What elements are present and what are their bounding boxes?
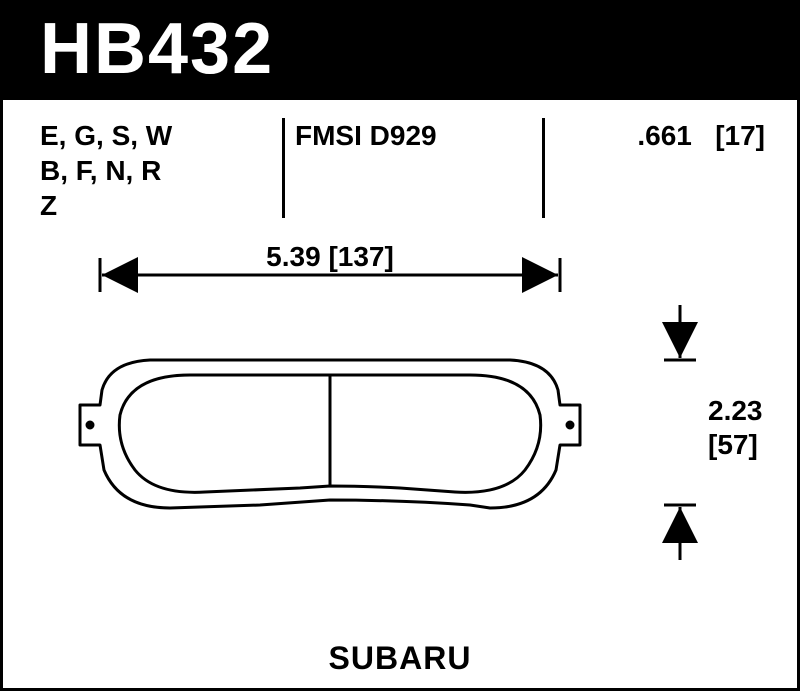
thickness-spec: .661 [17] bbox=[565, 118, 765, 153]
spec-row: E, G, S, W B, F, N, R Z FMSI D929 .661 [… bbox=[0, 118, 800, 228]
width-mm: [137] bbox=[328, 241, 393, 272]
page: HB432 E, G, S, W B, F, N, R Z FMSI D929 … bbox=[0, 0, 800, 691]
vehicle-brand: SUBARU bbox=[0, 640, 800, 677]
compound-codes: E, G, S, W B, F, N, R Z bbox=[40, 118, 270, 223]
codes-line-3: Z bbox=[40, 188, 270, 223]
codes-line-2: B, F, N, R bbox=[40, 153, 270, 188]
friction-surface bbox=[119, 375, 540, 492]
height-dimension: 2.23 [57] bbox=[664, 305, 763, 560]
height-inches: 2.23 bbox=[708, 395, 763, 426]
fmsi-code: FMSI D929 bbox=[295, 118, 495, 153]
height-mm: [57] bbox=[708, 429, 758, 460]
thickness-mm: [17] bbox=[715, 120, 765, 151]
codes-line-1: E, G, S, W bbox=[40, 118, 270, 153]
spec-divider-1 bbox=[282, 118, 285, 218]
diagram-area: 5.39 [137] bbox=[0, 240, 800, 640]
thickness-inches: .661 bbox=[637, 120, 692, 151]
part-number-title: HB432 bbox=[40, 8, 274, 90]
spec-divider-2 bbox=[542, 118, 545, 218]
header-bar: HB432 bbox=[0, 0, 800, 100]
width-inches: 5.39 bbox=[266, 241, 321, 272]
brake-pad-diagram: 5.39 [137] bbox=[0, 240, 800, 640]
svg-text:5.39 [13: 5.39 [137] bbox=[266, 241, 394, 272]
width-dimension: 5.39 [137] bbox=[100, 241, 560, 292]
